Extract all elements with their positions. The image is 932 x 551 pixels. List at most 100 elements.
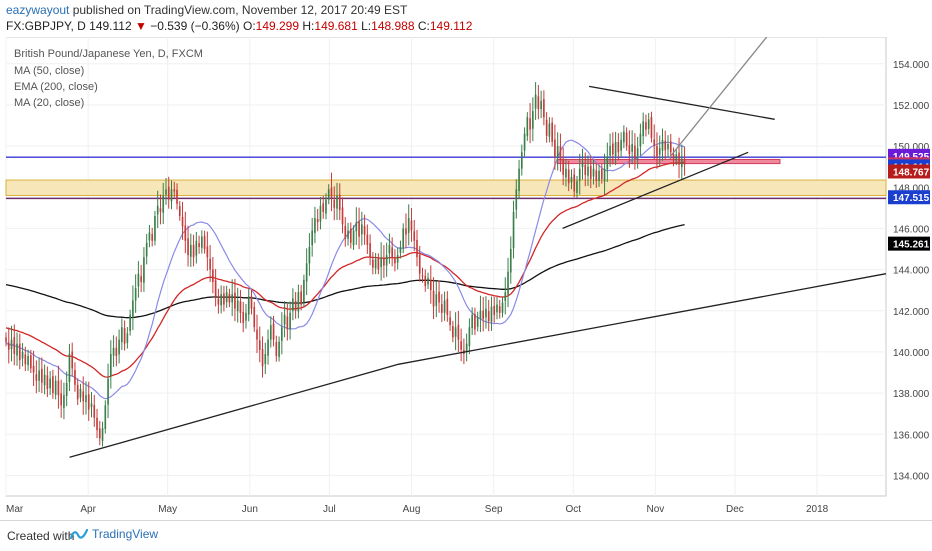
candle-body xyxy=(264,353,267,364)
candle-body xyxy=(581,162,584,168)
candle-body xyxy=(85,395,87,403)
candle-body xyxy=(201,236,203,248)
y-tick-label: 144.000 xyxy=(893,266,930,277)
candle-body xyxy=(231,294,234,303)
candle-body xyxy=(82,391,85,402)
candle-body xyxy=(10,339,13,350)
candle-body xyxy=(573,174,576,192)
candle-body xyxy=(628,145,631,155)
candle-body xyxy=(198,243,200,247)
high-label: H: xyxy=(302,19,315,33)
candle-body xyxy=(228,293,231,303)
candle-body xyxy=(584,165,587,175)
x-tick-label: Apr xyxy=(80,504,96,515)
candle-body xyxy=(620,139,622,151)
candle-body xyxy=(595,170,598,182)
candle-body xyxy=(647,119,650,129)
legend-ma20[interactable]: MA (20, close) xyxy=(14,97,84,109)
candle-body xyxy=(512,211,515,249)
candle-body xyxy=(38,370,40,381)
candle-body xyxy=(366,234,369,245)
close-label: C: xyxy=(417,19,430,33)
candle-body xyxy=(206,246,209,258)
candle-body xyxy=(416,239,418,258)
candle-body xyxy=(336,195,338,209)
candle-body xyxy=(565,168,567,178)
candle-body xyxy=(319,205,322,222)
close-value: 149.112 xyxy=(429,19,473,33)
candle-body xyxy=(482,310,485,319)
legend-ema200[interactable]: EMA (200, close) xyxy=(14,81,98,93)
candle-body xyxy=(278,341,280,357)
candle-body xyxy=(223,293,225,305)
candle-body xyxy=(32,365,35,373)
candle-body xyxy=(87,394,90,410)
candle-body xyxy=(148,232,151,241)
candle-body xyxy=(347,230,349,239)
candle-body xyxy=(314,218,316,233)
candle-body xyxy=(661,139,664,151)
candle-body xyxy=(504,292,507,301)
candle-body xyxy=(250,296,253,309)
candle-body xyxy=(523,133,526,151)
candle-body xyxy=(360,224,363,235)
candle-body xyxy=(468,327,471,347)
candle-body xyxy=(432,290,435,307)
candle-body xyxy=(178,206,181,217)
candle-body xyxy=(407,218,410,233)
candle-body xyxy=(189,244,192,257)
candle-body xyxy=(184,225,187,241)
candle-body xyxy=(440,304,443,313)
candle-body xyxy=(104,405,107,429)
candle-body xyxy=(587,166,589,176)
trendline xyxy=(562,151,749,230)
candle-body xyxy=(559,146,562,161)
candle-body xyxy=(678,152,680,165)
horizontal-lines xyxy=(6,156,886,200)
price-chart[interactable]: 154.000 152.000 150.000 148.000 146.000 144.0… xyxy=(0,37,932,519)
candle-body xyxy=(294,300,297,311)
candle-body xyxy=(570,176,573,183)
candle-body xyxy=(515,189,518,210)
low-label: L: xyxy=(361,19,372,33)
candle-body xyxy=(496,304,498,313)
candle-body xyxy=(529,118,531,130)
candle-body xyxy=(156,205,159,215)
candle-body xyxy=(443,300,446,313)
x-tick-label: May xyxy=(158,504,177,515)
candle-body xyxy=(7,342,10,350)
candle-body xyxy=(396,255,399,263)
candle-body xyxy=(121,327,123,343)
y-tick-label: 136.000 xyxy=(893,430,930,441)
time-axis[interactable]: Mar Apr May Jun Jul Aug Sep Oct Nov Dec 2018 xyxy=(6,504,829,515)
candle-body xyxy=(394,258,396,264)
candle-body xyxy=(123,328,126,344)
candle-body xyxy=(540,100,542,110)
price-axis[interactable]: 154.000 152.000 150.000 148.000 146.000 144.0… xyxy=(893,60,930,483)
candle-body xyxy=(399,246,402,253)
candle-body xyxy=(283,314,286,325)
candle-body xyxy=(57,380,60,396)
candle-body xyxy=(112,347,115,356)
candle-body xyxy=(275,342,278,357)
price-label-text: 149.525 xyxy=(893,152,930,163)
author-link[interactable]: eazywayout xyxy=(6,3,70,17)
candle-body xyxy=(214,280,217,297)
candle-body xyxy=(385,255,388,266)
tradingview-link[interactable]: TradingView xyxy=(70,527,158,541)
ema200-line xyxy=(5,223,685,319)
legend-ma50[interactable]: MA (50, close) xyxy=(14,65,84,77)
x-tick-label: Oct xyxy=(565,504,581,515)
candle-body xyxy=(452,325,454,338)
candle-body xyxy=(474,314,476,330)
published-text: published on TradingView.com, November 1… xyxy=(69,3,408,17)
candle-body xyxy=(639,133,642,147)
candle-body xyxy=(212,269,214,282)
candle-body xyxy=(13,337,16,354)
candle-body xyxy=(118,339,120,355)
candle-body xyxy=(383,258,385,266)
candle-body xyxy=(369,243,371,258)
candle-body xyxy=(476,316,479,327)
candle-body xyxy=(220,294,222,306)
candle-body xyxy=(162,195,165,213)
